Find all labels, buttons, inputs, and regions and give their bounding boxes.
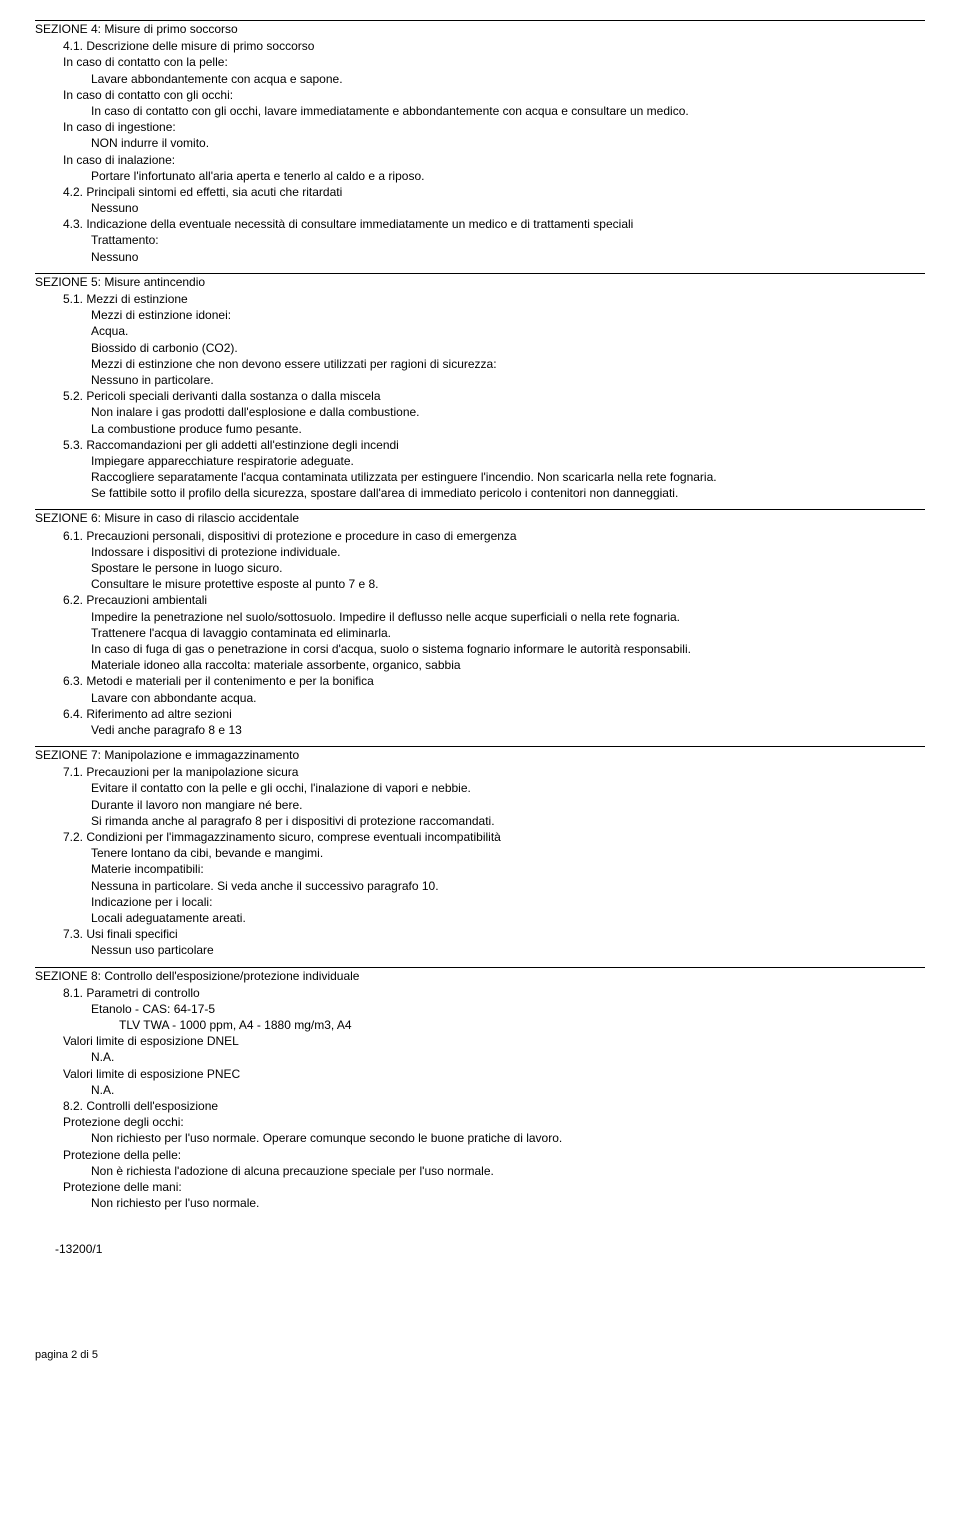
s81-t4: N.A. bbox=[35, 1049, 925, 1065]
s4-inh-t: Portare l'infortunato all'aria aperta e … bbox=[35, 168, 925, 184]
s51-t3: Nessuno in particolare. bbox=[35, 372, 925, 388]
s71-t3: Si rimanda anche al paragrafo 8 per i di… bbox=[35, 813, 925, 829]
s51-t2: Biossido di carbonio (CO2). bbox=[35, 340, 925, 356]
section-8-1: 8.1. Parametri di controllo bbox=[35, 985, 925, 1001]
section-6: SEZIONE 6: Misure in caso di rilascio ac… bbox=[35, 509, 925, 738]
s81-t5: Valori limite di esposizione PNEC bbox=[35, 1066, 925, 1082]
s62-t3: In caso di fuga di gas o penetrazione in… bbox=[35, 641, 925, 657]
s61-t1: Indossare i dispositivi di protezione in… bbox=[35, 544, 925, 560]
s82-h3: Protezione delle mani: bbox=[35, 1179, 925, 1195]
s72-t1: Tenere lontano da cibi, bevande e mangim… bbox=[35, 845, 925, 861]
section-8-2: 8.2. Controlli dell'esposizione bbox=[35, 1098, 925, 1114]
s64-t1: Vedi anche paragrafo 8 e 13 bbox=[35, 722, 925, 738]
s82-t1: Non richiesto per l'uso normale. Operare… bbox=[35, 1130, 925, 1146]
s81-t1: Etanolo - CAS: 64-17-5 bbox=[35, 1001, 925, 1017]
s53-t2: Raccogliere separatamente l'acqua contam… bbox=[35, 469, 925, 485]
section-4-2: 4.2. Principali sintomi ed effetti, sia … bbox=[35, 184, 925, 200]
section-4-title: SEZIONE 4: Misure di primo soccorso bbox=[35, 20, 925, 37]
section-7-title: SEZIONE 7: Manipolazione e immagazziname… bbox=[35, 746, 925, 763]
s82-t3: Non richiesto per l'uso normale. bbox=[35, 1195, 925, 1211]
s51-h1: Mezzi di estinzione idonei: bbox=[35, 307, 925, 323]
section-8-title: SEZIONE 8: Controllo dell'esposizione/pr… bbox=[35, 967, 925, 984]
s72-t5: Locali adeguatamente areati. bbox=[35, 910, 925, 926]
s72-t4: Indicazione per i locali: bbox=[35, 894, 925, 910]
s73-t1: Nessun uso particolare bbox=[35, 942, 925, 958]
section-5-1: 5.1. Mezzi di estinzione bbox=[35, 291, 925, 307]
s4-eyes-h: In caso di contatto con gli occhi: bbox=[35, 87, 925, 103]
s51-t1: Acqua. bbox=[35, 323, 925, 339]
page-number: pagina 2 di 5 bbox=[35, 1348, 925, 1363]
section-7: SEZIONE 7: Manipolazione e immagazziname… bbox=[35, 746, 925, 958]
section-4-1: 4.1. Descrizione delle misure di primo s… bbox=[35, 38, 925, 54]
section-8: SEZIONE 8: Controllo dell'esposizione/pr… bbox=[35, 967, 925, 1212]
s4-eyes-t: In caso di contatto con gli occhi, lavar… bbox=[35, 103, 925, 119]
s52-t2: La combustione produce fumo pesante. bbox=[35, 421, 925, 437]
section-6-2: 6.2. Precauzioni ambientali bbox=[35, 592, 925, 608]
s61-t2: Spostare le persone in luogo sicuro. bbox=[35, 560, 925, 576]
s4-inh-h: In caso di inalazione: bbox=[35, 152, 925, 168]
s81-t3: Valori limite di esposizione DNEL bbox=[35, 1033, 925, 1049]
s62-t4: Materiale idoneo alla raccolta: material… bbox=[35, 657, 925, 673]
s82-h1: Protezione degli occhi: bbox=[35, 1114, 925, 1130]
section-5: SEZIONE 5: Misure antincendio 5.1. Mezzi… bbox=[35, 273, 925, 502]
s4-ing-h: In caso di ingestione: bbox=[35, 119, 925, 135]
section-5-3: 5.3. Raccomandazioni per gli addetti all… bbox=[35, 437, 925, 453]
s82-t2: Non è richiesta l'adozione di alcuna pre… bbox=[35, 1163, 925, 1179]
section-6-3: 6.3. Metodi e materiali per il contenime… bbox=[35, 673, 925, 689]
s53-t1: Impiegare apparecchiature respiratorie a… bbox=[35, 453, 925, 469]
section-6-title: SEZIONE 6: Misure in caso di rilascio ac… bbox=[35, 509, 925, 526]
s82-h2: Protezione della pelle: bbox=[35, 1147, 925, 1163]
s72-t2: Materie incompatibili: bbox=[35, 861, 925, 877]
section-7-1: 7.1. Precauzioni per la manipolazione si… bbox=[35, 764, 925, 780]
s43-t: Nessuno bbox=[35, 249, 925, 265]
s52-t1: Non inalare i gas prodotti dall'esplosio… bbox=[35, 404, 925, 420]
s43-h: Trattamento: bbox=[35, 232, 925, 248]
s53-t3: Se fattibile sotto il profilo della sicu… bbox=[35, 485, 925, 501]
s81-t6: N.A. bbox=[35, 1082, 925, 1098]
section-4-3: 4.3. Indicazione della eventuale necessi… bbox=[35, 216, 925, 232]
s4-skin-t: Lavare abbondantemente con acqua e sapon… bbox=[35, 71, 925, 87]
section-5-title: SEZIONE 5: Misure antincendio bbox=[35, 273, 925, 290]
footer-code: -13200/1 bbox=[35, 1241, 925, 1257]
s72-t3: Nessuna in particolare. Si veda anche il… bbox=[35, 878, 925, 894]
s62-t2: Trattenere l'acqua di lavaggio contamina… bbox=[35, 625, 925, 641]
section-7-3: 7.3. Usi finali specifici bbox=[35, 926, 925, 942]
s61-t3: Consultare le misure protettive esposte … bbox=[35, 576, 925, 592]
s81-t2: TLV TWA - 1000 ppm, A4 - 1880 mg/m3, A4 bbox=[35, 1017, 925, 1033]
section-6-4: 6.4. Riferimento ad altre sezioni bbox=[35, 706, 925, 722]
section-6-1: 6.1. Precauzioni personali, dispositivi … bbox=[35, 528, 925, 544]
s42-t: Nessuno bbox=[35, 200, 925, 216]
section-7-2: 7.2. Condizioni per l'immagazzinamento s… bbox=[35, 829, 925, 845]
s4-skin-h: In caso di contatto con la pelle: bbox=[35, 54, 925, 70]
s63-t1: Lavare con abbondante acqua. bbox=[35, 690, 925, 706]
section-5-2: 5.2. Pericoli speciali derivanti dalla s… bbox=[35, 388, 925, 404]
s71-t2: Durante il lavoro non mangiare né bere. bbox=[35, 797, 925, 813]
s4-ing-t: NON indurre il vomito. bbox=[35, 135, 925, 151]
s71-t1: Evitare il contatto con la pelle e gli o… bbox=[35, 780, 925, 796]
s62-t1: Impedire la penetrazione nel suolo/sotto… bbox=[35, 609, 925, 625]
section-4: SEZIONE 4: Misure di primo soccorso 4.1.… bbox=[35, 20, 925, 265]
s51-h2: Mezzi di estinzione che non devono esser… bbox=[35, 356, 925, 372]
